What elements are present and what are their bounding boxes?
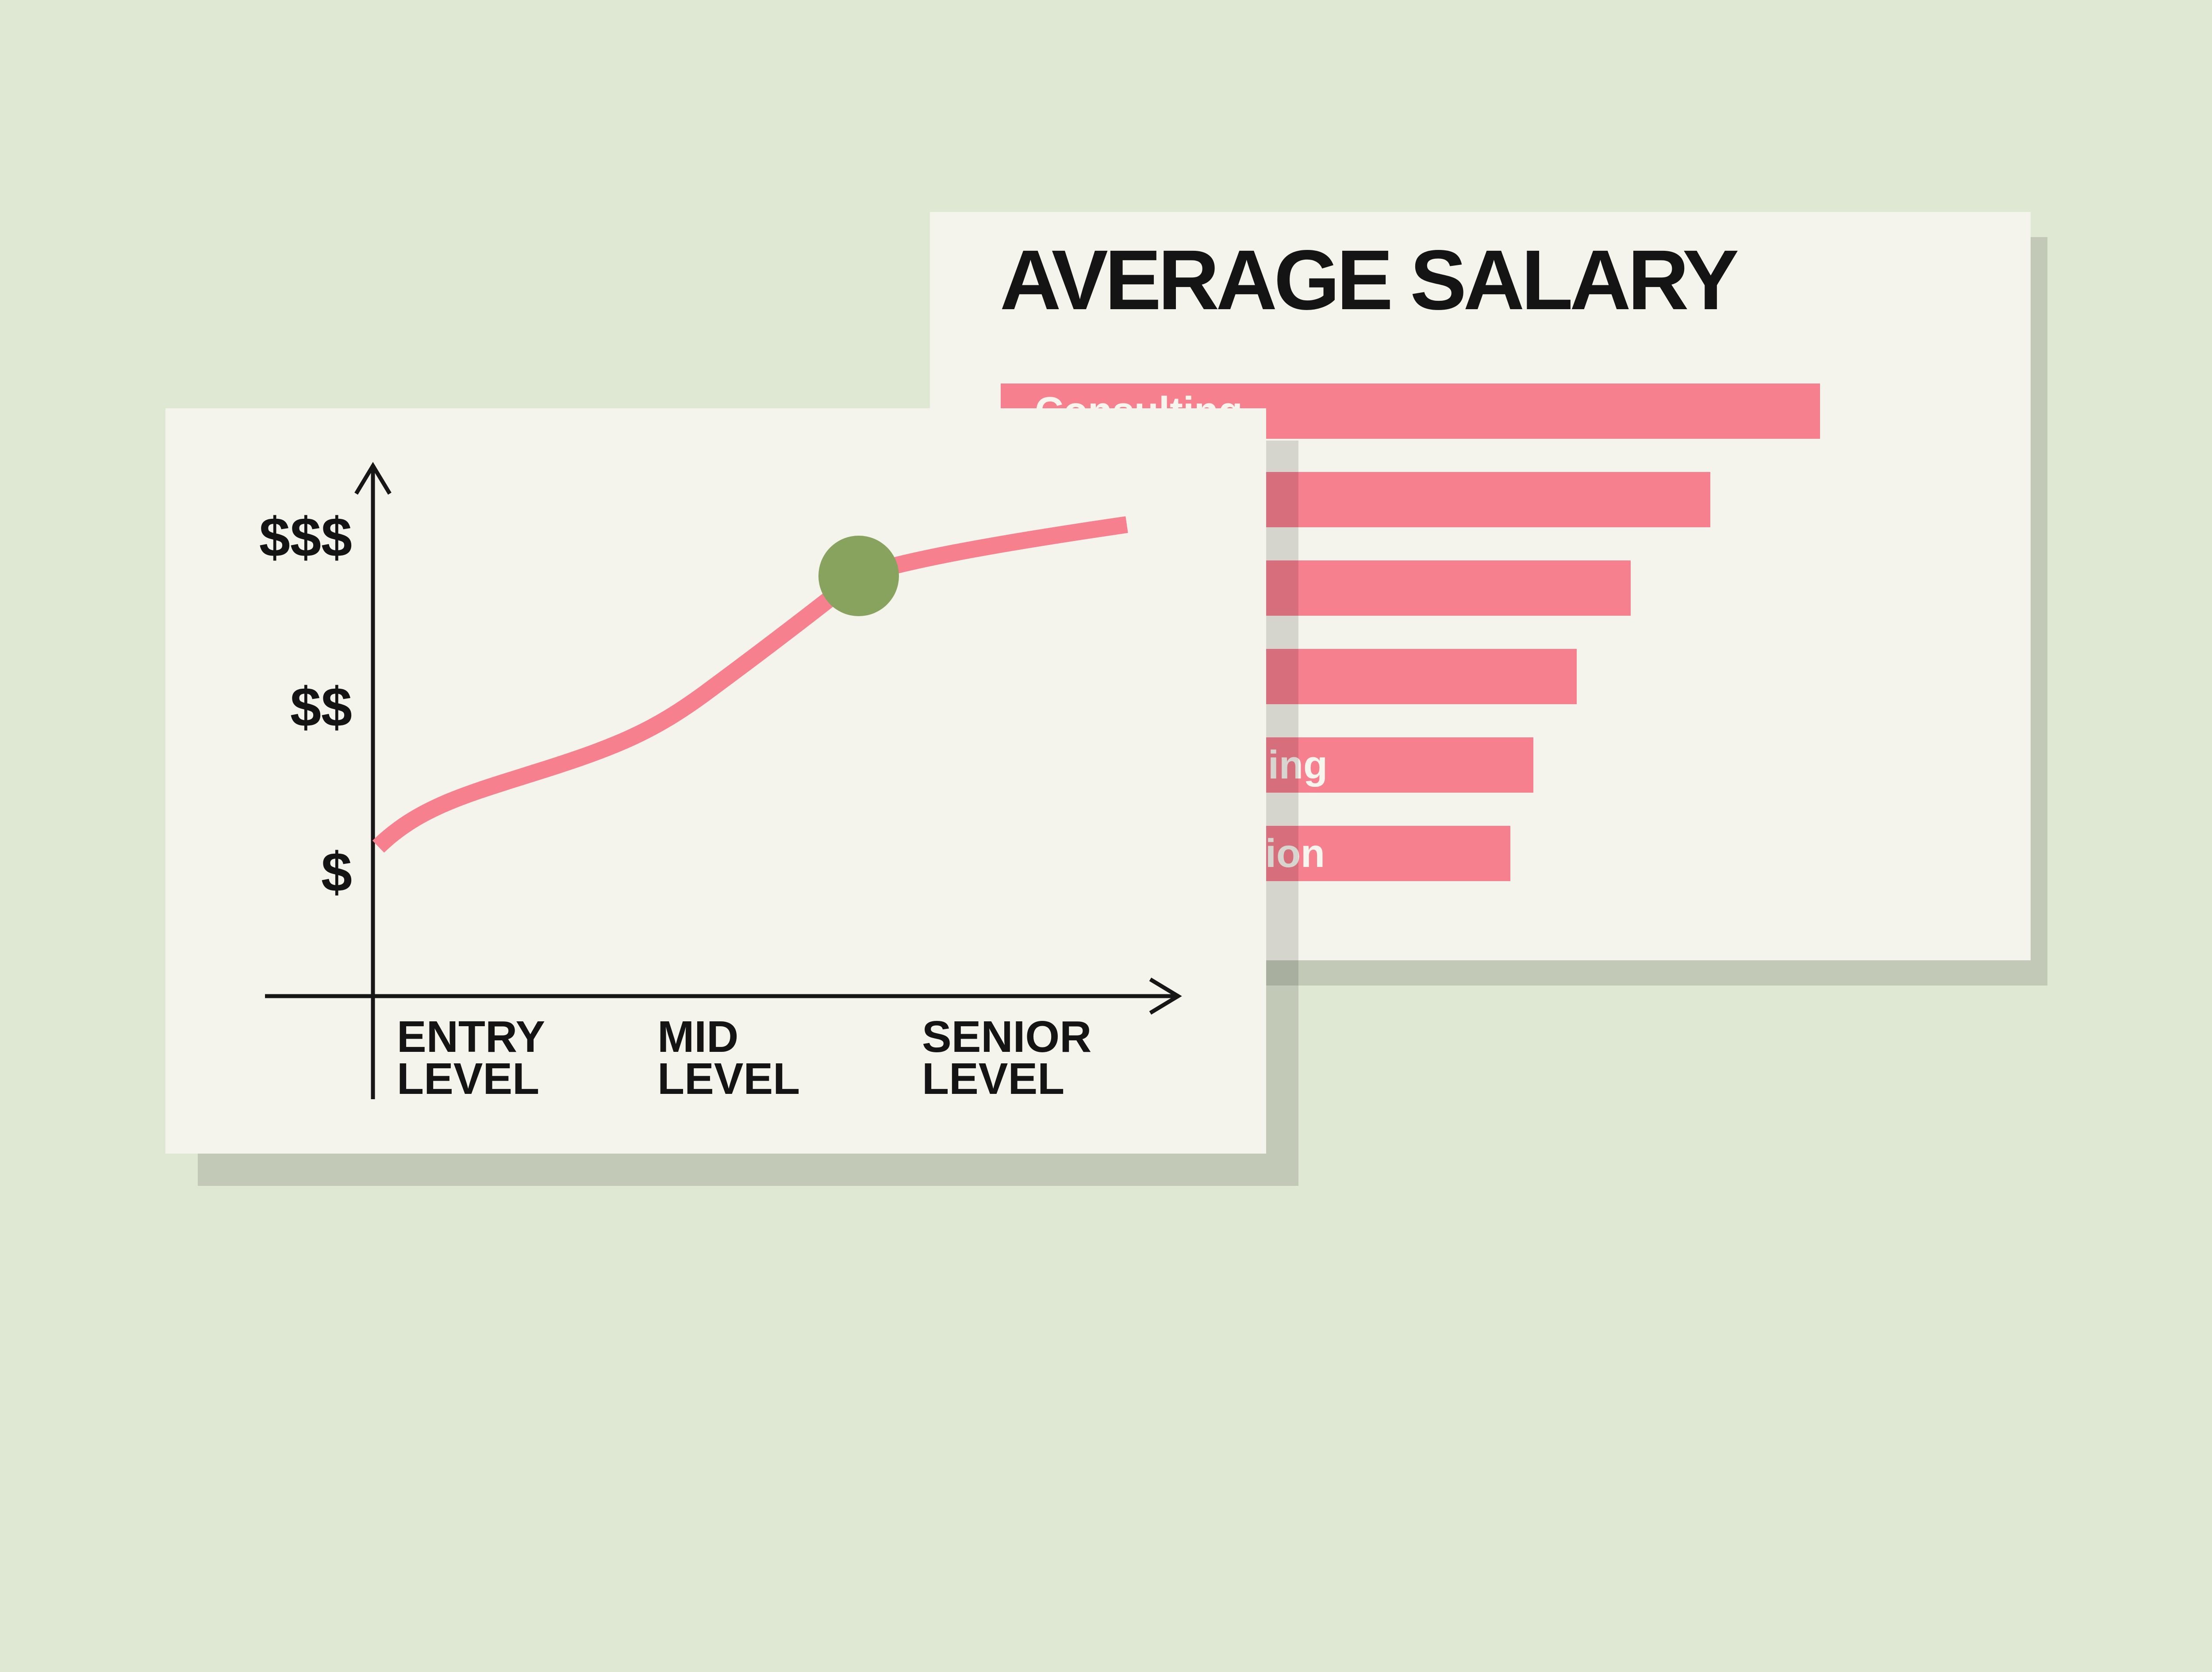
x-axis-arrow-icon — [1149, 978, 1182, 1015]
data-point-dot — [818, 536, 899, 616]
y-tick-top: $$$ — [259, 506, 352, 568]
salary-growth-chart-card: $$$ $$ $ ENTRY LEVEL MID LEVEL SENIOR LE… — [165, 408, 1266, 1154]
x-tick-senior-line1: SENIOR — [922, 1012, 1092, 1062]
y-axis-arrow-icon — [354, 462, 392, 495]
y-tick-low: $ — [321, 841, 352, 903]
bar-label-fragment-ing: ing — [1268, 743, 1328, 787]
x-tick-entry-level: ENTRY LEVEL — [397, 1012, 545, 1104]
x-tick-entry-line1: ENTRY — [397, 1012, 545, 1062]
x-tick-mid-line2: LEVEL — [657, 1054, 800, 1104]
x-tick-senior-line2: LEVEL — [922, 1054, 1065, 1104]
x-tick-senior-level: SENIOR LEVEL — [922, 1012, 1092, 1104]
x-tick-entry-line2: LEVEL — [397, 1054, 540, 1104]
x-tick-mid-line1: MID — [657, 1012, 739, 1062]
x-tick-mid-level: MID LEVEL — [657, 1012, 800, 1104]
salary-growth-line — [372, 516, 1128, 853]
bar-label-fragment-ion: ion — [1265, 831, 1325, 876]
line-chart — [265, 462, 1182, 1099]
page-title: AVERAGE SALARY — [1000, 232, 1739, 327]
y-tick-mid: $$ — [290, 676, 352, 738]
